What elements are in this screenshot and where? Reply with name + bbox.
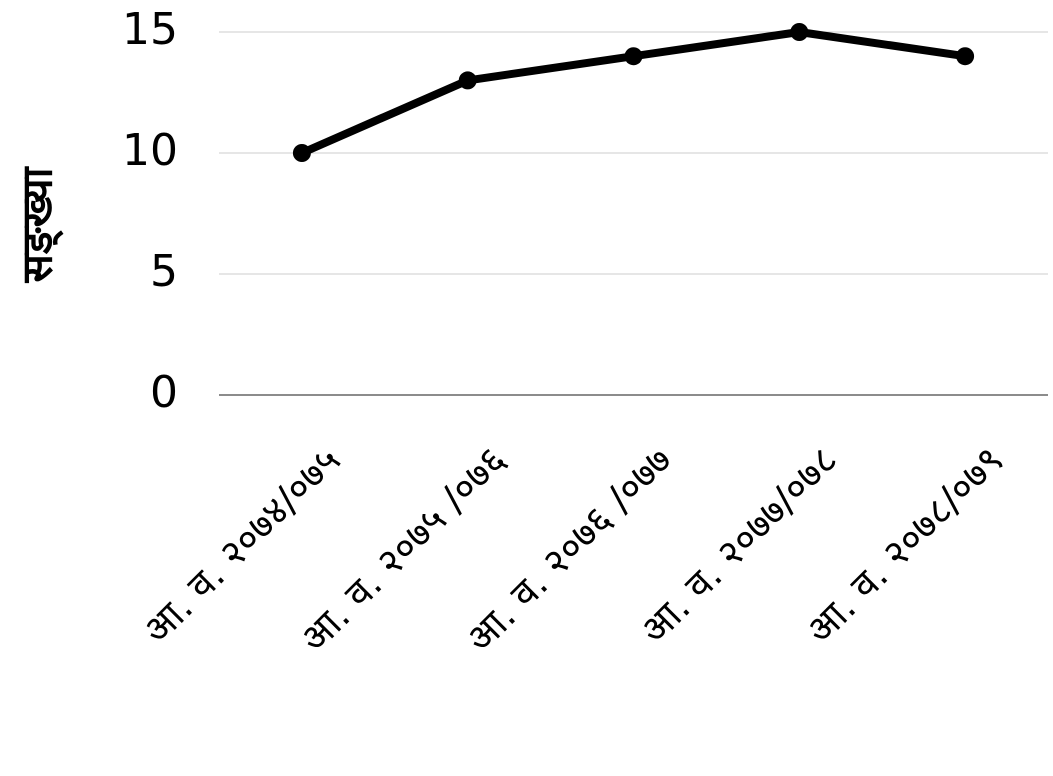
- point: [790, 23, 809, 41]
- y-axis-label: सङ्ख्या: [13, 165, 64, 283]
- point: [458, 71, 477, 90]
- y-tick-label: 5: [150, 246, 178, 297]
- y-tick-label: 10: [122, 125, 178, 176]
- y-tick-label: 15: [122, 4, 178, 55]
- point: [624, 47, 643, 66]
- point: [956, 47, 975, 66]
- y-tick-label: 0: [150, 367, 178, 418]
- point: [292, 144, 311, 162]
